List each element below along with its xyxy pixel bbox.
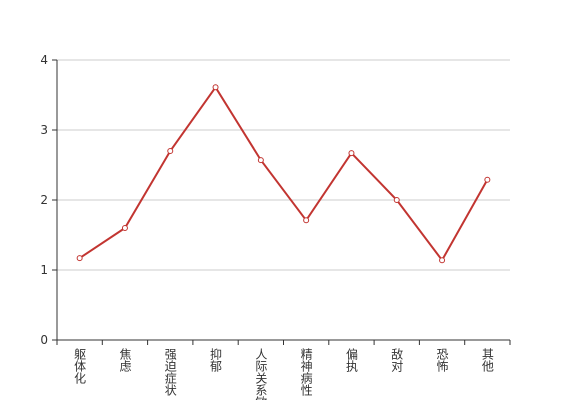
point: [484, 176, 491, 183]
x-tick-label: 抑郁: [209, 347, 223, 373]
y-tick-label: 3: [40, 123, 48, 137]
x-tick-label: 恐怖: [435, 348, 449, 372]
x-tick-label: 躯体化: [73, 347, 87, 385]
x-tick-label: 强迫症状: [163, 348, 177, 396]
point: [76, 255, 83, 262]
y-tick-label: 2: [40, 193, 48, 207]
x-tick-label: 焦虑: [118, 348, 132, 372]
x-tick-label: 偏执: [344, 347, 358, 373]
x-tick-label: 其他: [480, 348, 494, 372]
y-tick-label: 0: [40, 333, 48, 347]
x-tick-label: 精神病性: [299, 348, 313, 397]
y-tick-label: 4: [40, 53, 48, 67]
line: [79, 85, 489, 263]
point: [393, 197, 400, 203]
point: [167, 148, 174, 154]
point: [121, 225, 128, 231]
x-tick-label: 敌对: [390, 347, 404, 372]
point: [257, 157, 264, 164]
point: [439, 257, 446, 264]
y-tick-label: 1: [40, 263, 48, 277]
x-tick-label: 人际关系敏感: [254, 348, 268, 400]
point: [348, 150, 355, 157]
point: [212, 84, 219, 91]
point: [303, 217, 310, 224]
